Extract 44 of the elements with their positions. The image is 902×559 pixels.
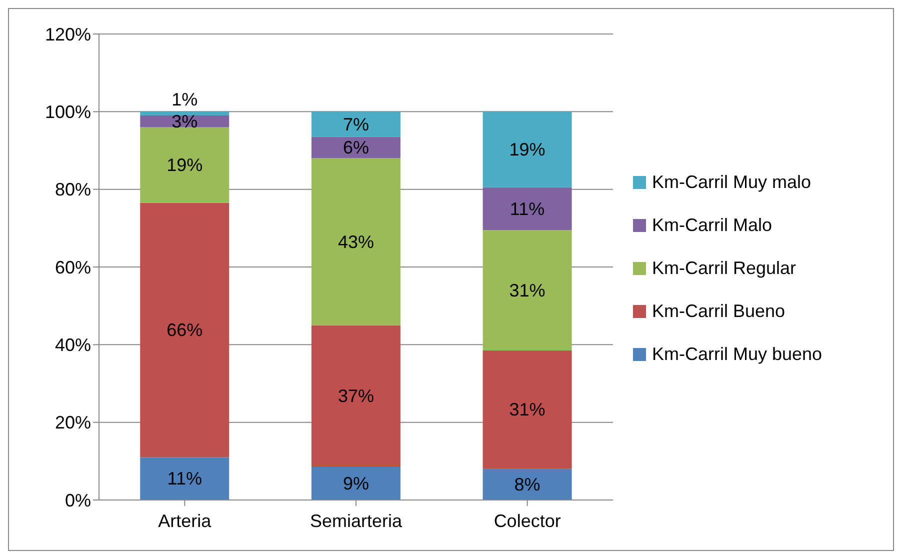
data-label: 9% bbox=[342, 473, 369, 494]
data-label: 1% bbox=[172, 90, 198, 110]
x-tick-label: Semiarteria bbox=[310, 510, 404, 531]
y-tick-label: 120% bbox=[44, 24, 91, 44]
legend-label: Km-Carril Regular bbox=[652, 258, 796, 279]
y-tick-label: 20% bbox=[54, 412, 91, 433]
bar bbox=[482, 350, 572, 469]
bar bbox=[482, 112, 572, 188]
bar bbox=[140, 202, 230, 458]
data-label: 6% bbox=[342, 138, 369, 158]
bar bbox=[140, 112, 230, 116]
data-label: 3% bbox=[172, 111, 198, 132]
bar bbox=[140, 127, 230, 203]
bar bbox=[140, 457, 230, 500]
bar bbox=[482, 468, 572, 500]
bar bbox=[482, 187, 572, 230]
y-tick-label: 0% bbox=[64, 490, 91, 510]
bar bbox=[311, 158, 400, 326]
legend-label: Km-Carril Muy malo bbox=[652, 172, 812, 193]
bar bbox=[311, 112, 400, 137]
data-label: 8% bbox=[514, 474, 540, 494]
data-label: 37% bbox=[338, 386, 374, 406]
data-label: 31% bbox=[509, 280, 546, 300]
bar bbox=[311, 466, 400, 500]
y-tick-label: 100% bbox=[44, 102, 91, 122]
x-tick-label: Arteria bbox=[158, 510, 212, 531]
bar bbox=[482, 230, 572, 350]
bar bbox=[311, 136, 400, 158]
data-label: 43% bbox=[338, 232, 374, 252]
bar bbox=[311, 325, 400, 467]
legend-label: Km-Carril Bueno bbox=[652, 301, 786, 322]
data-label: 11% bbox=[510, 198, 545, 219]
y-tick-label: 60% bbox=[54, 257, 91, 278]
data-label: 31% bbox=[509, 400, 546, 420]
data-label: 66% bbox=[166, 320, 203, 340]
legend-label: Km-Carril Malo bbox=[652, 215, 772, 236]
y-tick-label: 40% bbox=[54, 335, 91, 356]
data-label: 7% bbox=[342, 114, 369, 134]
x-tick-label: Colector bbox=[494, 510, 561, 531]
legend-label: Km-Carril Muy bueno bbox=[652, 344, 822, 365]
data-label: 11% bbox=[167, 468, 202, 489]
data-label: 19% bbox=[509, 140, 546, 160]
y-tick-label: 80% bbox=[54, 180, 91, 200]
data-label: 19% bbox=[166, 155, 203, 176]
